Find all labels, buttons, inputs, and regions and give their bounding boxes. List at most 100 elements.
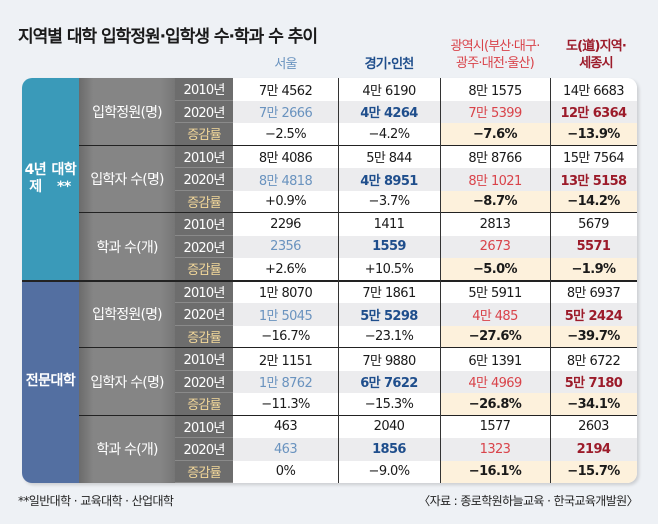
table-cell: 0%	[233, 460, 338, 483]
column-divider	[338, 78, 339, 483]
row-label-rate: 증감률	[175, 258, 233, 281]
table-cell: −23.1%	[338, 325, 440, 348]
row-label-y2020: 2020년	[175, 438, 233, 461]
category-label-1: 전문 대학	[22, 280, 79, 483]
row-label-rate: 증감률	[175, 325, 233, 348]
row-label-rate: 증감률	[175, 190, 233, 213]
row-label-y2010: 2010년	[175, 415, 233, 438]
category-label-line: 대학**	[51, 162, 77, 196]
table-cell: 7만 2666	[233, 100, 338, 123]
table-cell: 5679	[550, 213, 637, 236]
table-cell: 2356	[233, 235, 338, 258]
table-cell: 8만 6722	[550, 348, 637, 371]
table-cell: 1856	[338, 438, 440, 461]
table-cell: 1만 5045	[233, 303, 338, 326]
table-cell: 7만 5399	[440, 100, 550, 123]
row-label-y2010: 2010년	[175, 213, 233, 236]
table-cell: 6만 7622	[338, 370, 440, 393]
table-cell: −4.2%	[338, 123, 440, 146]
table-cell: 14만 6683	[550, 78, 637, 101]
table-cell: 5571	[550, 235, 637, 258]
table-cell: 1만 8070	[233, 280, 338, 303]
row-label-y2010: 2010년	[175, 78, 233, 101]
table-cell: −3.7%	[338, 190, 440, 213]
table-cell: 4만 8951	[338, 168, 440, 191]
table-cell: −27.6%	[440, 325, 550, 348]
table-cell: 8만 4818	[233, 168, 338, 191]
group-label: 입학정원(명)	[79, 78, 175, 146]
category-divider	[22, 279, 637, 282]
row-label-y2020: 2020년	[175, 303, 233, 326]
table-cell: 7만 4562	[233, 78, 338, 101]
table-cell: 4만 4969	[440, 370, 550, 393]
data-table: 4년제 대학** 입학정원(명) 2010년 7만 4562 4만 6190 8만 1575…	[22, 78, 637, 483]
table-cell: −15.3%	[338, 393, 440, 416]
table-cell: 1323	[440, 438, 550, 461]
table-cell: 463	[233, 438, 338, 461]
table-cell: 5만 7180	[550, 370, 637, 393]
table-cell: 2040	[338, 415, 440, 438]
row-label-y2020: 2020년	[175, 370, 233, 393]
row-label-y2020: 2020년	[175, 168, 233, 191]
table-cell: 8만 1575	[440, 78, 550, 101]
column-header-gyeonggi: 경기·인천	[364, 57, 415, 72]
column-divider	[550, 78, 551, 483]
table-cell: 2813	[440, 213, 550, 236]
group-label: 학과 수(개)	[79, 415, 175, 483]
table-cell: 1411	[338, 213, 440, 236]
table-cell: 2673	[440, 235, 550, 258]
row-label-y2010: 2010년	[175, 145, 233, 168]
row-label-rate: 증감률	[175, 123, 233, 146]
row-label-rate: 증감률	[175, 393, 233, 416]
table-cell: 1559	[338, 235, 440, 258]
table-cell: −1.9%	[550, 258, 637, 281]
row-label-y2010: 2010년	[175, 280, 233, 303]
table-cell: 8만 6937	[550, 280, 637, 303]
table-cell: 13만 5158	[550, 168, 637, 191]
table-cell: 5만 5298	[338, 303, 440, 326]
table-cell: 4만 485	[440, 303, 550, 326]
table-cell: 4만 4264	[338, 100, 440, 123]
table-cell: −16.1%	[440, 460, 550, 483]
table-cell: −2.5%	[233, 123, 338, 146]
column-divider	[440, 78, 441, 483]
table-cell: −9.0%	[338, 460, 440, 483]
table-cell: +2.6%	[233, 258, 338, 281]
category-label-line: 4년제	[24, 162, 47, 196]
table-cell: −11.3%	[233, 393, 338, 416]
table-cell: 1만 8762	[233, 370, 338, 393]
group-label: 학과 수(개)	[79, 213, 175, 281]
table-cell: −26.8%	[440, 393, 550, 416]
table-cell: 7만 9880	[338, 348, 440, 371]
table-cell: −16.7%	[233, 325, 338, 348]
table-cell: 8만 4086	[233, 145, 338, 168]
table-cell: −5.0%	[440, 258, 550, 281]
table-cell: −14.2%	[550, 190, 637, 213]
table-cell: 2296	[233, 213, 338, 236]
table-cell: 463	[233, 415, 338, 438]
column-header-province: 도(道)지역· 세종시	[565, 39, 627, 71]
table-cell: 2194	[550, 438, 637, 461]
table-cell: −34.1%	[550, 393, 637, 416]
footnote: **일반대학 · 교육대학 · 산업대학	[18, 494, 174, 508]
row-label-y2020: 2020년	[175, 100, 233, 123]
table-cell: −13.9%	[550, 123, 637, 146]
table-cell: 8만 8766	[440, 145, 550, 168]
table-cell: 2603	[550, 415, 637, 438]
group-label: 입학자 수(명)	[79, 145, 175, 213]
table-cell: 5만 5911	[440, 280, 550, 303]
chart-title: 지역별 대학 입학정원·입학생 수·학과 수 추이	[18, 27, 318, 47]
table-cell: 2만 1151	[233, 348, 338, 371]
row-label-y2020: 2020년	[175, 235, 233, 258]
category-label-line: 대학	[50, 373, 76, 390]
table-cell: −8.7%	[440, 190, 550, 213]
row-label-rate: 증감률	[175, 460, 233, 483]
table-cell: 1577	[440, 415, 550, 438]
table-cell: −15.7%	[550, 460, 637, 483]
category-label-line: 전문	[25, 373, 51, 390]
table-cell: 5만 844	[338, 145, 440, 168]
table-cell: −39.7%	[550, 325, 637, 348]
category-label-0: 4년제 대학**	[22, 78, 79, 281]
table-cell: 5만 2424	[550, 303, 637, 326]
table-cell: +10.5%	[338, 258, 440, 281]
